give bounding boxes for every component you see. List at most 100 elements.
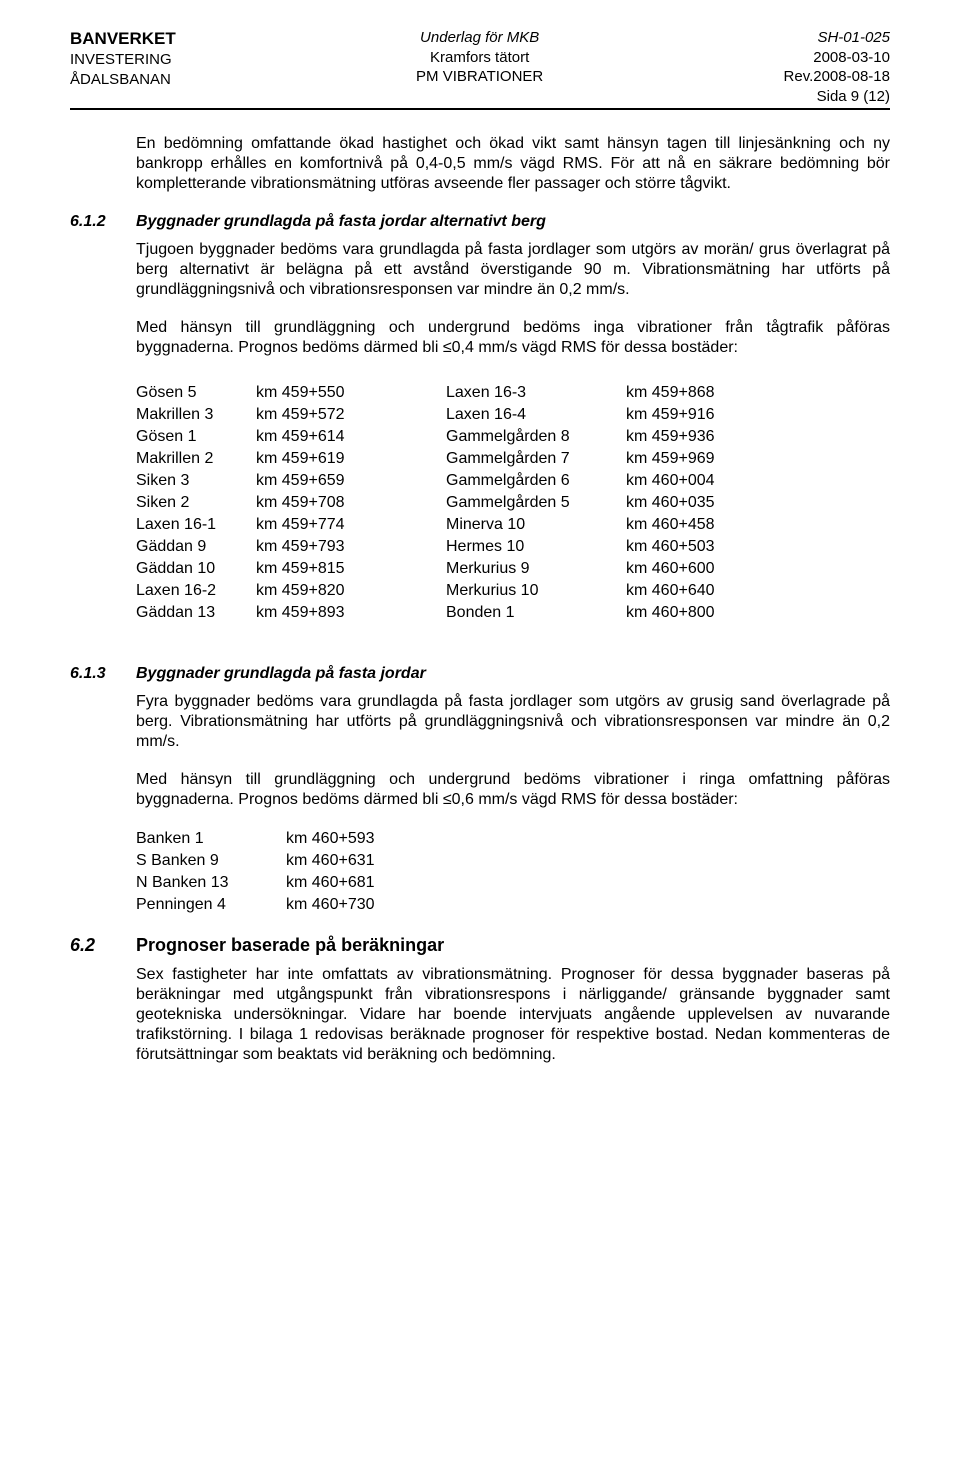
- table-row: Gäddan 13km 459+893: [136, 602, 386, 624]
- building-name: Laxen 16-1: [136, 514, 256, 536]
- section-title: Byggnader grundlagda på fasta jordar alt…: [136, 212, 546, 232]
- building-name: Gammelgården 8: [446, 426, 626, 448]
- header-right-line1: SH-01-025: [817, 28, 890, 48]
- building-name: Penningen 4: [136, 894, 286, 916]
- building-name: Laxen 16-3: [446, 382, 626, 404]
- km-value: km 459+868: [626, 382, 756, 404]
- building-name: Gammelgården 6: [446, 470, 626, 492]
- header-left-line3: ÅDALSBANAN: [70, 70, 176, 90]
- section-613-heading: 6.1.3 Byggnader grundlagda på fasta jord…: [70, 664, 890, 684]
- page-header: BANVERKET INVESTERING ÅDALSBANAN Underla…: [70, 28, 890, 110]
- section-number: 6.2: [70, 934, 136, 957]
- building-name: Hermes 10: [446, 536, 626, 558]
- building-name: Laxen 16-4: [446, 404, 626, 426]
- table-row: Laxen 16-4km 459+916: [446, 404, 756, 426]
- section-number: 6.1.2: [70, 212, 136, 232]
- building-name: Gammelgården 7: [446, 448, 626, 470]
- table-row: Siken 3km 459+659: [136, 470, 386, 492]
- km-value: km 460+503: [626, 536, 756, 558]
- section-62-body: Sex fastigheter har inte omfattats av vi…: [136, 965, 890, 1065]
- section-62-heading: 6.2 Prognoser baserade på beräkningar: [70, 934, 890, 957]
- table-row: Hermes 10km 460+503: [446, 536, 756, 558]
- section-612-p1: Tjugoen byggnader bedöms vara grundlagda…: [136, 240, 890, 300]
- km-value: km 459+936: [626, 426, 756, 448]
- building-name: Laxen 16-2: [136, 580, 256, 602]
- section-title: Prognoser baserade på beräkningar: [136, 934, 444, 957]
- km-value: km 459+793: [256, 536, 386, 558]
- table-row: Gammelgården 7km 459+969: [446, 448, 756, 470]
- km-value: km 460+800: [626, 602, 756, 624]
- table-row: Minerva 10km 460+458: [446, 514, 756, 536]
- header-left: BANVERKET INVESTERING ÅDALSBANAN: [70, 28, 176, 106]
- km-value: km 459+820: [256, 580, 386, 602]
- building-name: Gösen 1: [136, 426, 256, 448]
- table-row: N Banken 13km 460+681: [136, 872, 375, 894]
- building-name: Siken 3: [136, 470, 256, 492]
- km-value: km 459+659: [256, 470, 386, 492]
- section-612-heading: 6.1.2 Byggnader grundlagda på fasta jord…: [70, 212, 890, 232]
- header-center-line1: Underlag för MKB: [420, 28, 539, 48]
- section-number: 6.1.3: [70, 664, 136, 684]
- table-row: Gammelgården 5km 460+035: [446, 492, 756, 514]
- intro-block: En bedömning omfattande ökad hastighet o…: [136, 134, 890, 194]
- section-612-body: Tjugoen byggnader bedöms vara grundlagda…: [136, 240, 890, 624]
- table-row: Laxen 16-1km 459+774: [136, 514, 386, 536]
- km-value: km 460+593: [286, 828, 375, 850]
- section-612-table-right: Laxen 16-3km 459+868Laxen 16-4km 459+916…: [446, 382, 756, 624]
- header-center-line4: PM VIBRATIONER: [416, 67, 543, 87]
- section-title: Byggnader grundlagda på fasta jordar: [136, 664, 426, 684]
- table-row: Bonden 1km 460+800: [446, 602, 756, 624]
- km-value: km 459+614: [256, 426, 386, 448]
- km-value: km 459+619: [256, 448, 386, 470]
- building-name: Minerva 10: [446, 514, 626, 536]
- section-612-p2: Med hänsyn till grundläggning och underg…: [136, 318, 890, 358]
- building-name: Siken 2: [136, 492, 256, 514]
- table-row: Gösen 1km 459+614: [136, 426, 386, 448]
- header-right: SH-01-025 2008-03-10 Rev.2008-08-18 Sida…: [784, 28, 890, 106]
- table-row: Makrillen 2km 459+619: [136, 448, 386, 470]
- building-name: Merkurius 10: [446, 580, 626, 602]
- building-name: Gäddan 10: [136, 558, 256, 580]
- intro-paragraph: En bedömning omfattande ökad hastighet o…: [136, 134, 890, 194]
- table-row: Penningen 4km 460+730: [136, 894, 375, 916]
- header-left-line2: INVESTERING: [70, 50, 176, 70]
- km-value: km 459+708: [256, 492, 386, 514]
- km-value: km 460+600: [626, 558, 756, 580]
- building-name: Gäddan 13: [136, 602, 256, 624]
- km-value: km 459+774: [256, 514, 386, 536]
- table-row: Gammelgården 8km 459+936: [446, 426, 756, 448]
- table-row: S Banken 9km 460+631: [136, 850, 375, 872]
- building-name: Banken 1: [136, 828, 286, 850]
- building-name: S Banken 9: [136, 850, 286, 872]
- header-right-line2: 2008-03-10: [813, 48, 890, 68]
- km-value: km 460+004: [626, 470, 756, 492]
- section-612-table-left: Gösen 5km 459+550Makrillen 3km 459+572Gö…: [136, 382, 386, 624]
- km-value: km 459+893: [256, 602, 386, 624]
- km-value: km 460+640: [626, 580, 756, 602]
- km-value: km 459+916: [626, 404, 756, 426]
- km-value: km 459+550: [256, 382, 386, 404]
- table-row: Merkurius 9km 460+600: [446, 558, 756, 580]
- section-613-body: Fyra byggnader bedöms vara grundlagda på…: [136, 692, 890, 916]
- building-name: Bonden 1: [446, 602, 626, 624]
- table-row: Laxen 16-2km 459+820: [136, 580, 386, 602]
- section-612-tables: Gösen 5km 459+550Makrillen 3km 459+572Gö…: [136, 382, 890, 624]
- table-row: Laxen 16-3km 459+868: [446, 382, 756, 404]
- header-center: Underlag för MKB Kramfors tätort PM VIBR…: [416, 28, 543, 106]
- km-value: km 459+815: [256, 558, 386, 580]
- table-row: Banken 1km 460+593: [136, 828, 375, 850]
- page: BANVERKET INVESTERING ÅDALSBANAN Underla…: [0, 0, 960, 1123]
- km-value: km 459+572: [256, 404, 386, 426]
- table-row: Gäddan 9km 459+793: [136, 536, 386, 558]
- building-name: N Banken 13: [136, 872, 286, 894]
- building-name: Merkurius 9: [446, 558, 626, 580]
- km-value: km 460+730: [286, 894, 375, 916]
- km-value: km 460+035: [626, 492, 756, 514]
- building-name: Gösen 5: [136, 382, 256, 404]
- building-name: Gäddan 9: [136, 536, 256, 558]
- table-row: Gösen 5km 459+550: [136, 382, 386, 404]
- table-row: Gäddan 10km 459+815: [136, 558, 386, 580]
- header-right-line3: Rev.2008-08-18: [784, 67, 890, 87]
- header-right-line4: Sida 9 (12): [817, 87, 890, 107]
- km-value: km 459+969: [626, 448, 756, 470]
